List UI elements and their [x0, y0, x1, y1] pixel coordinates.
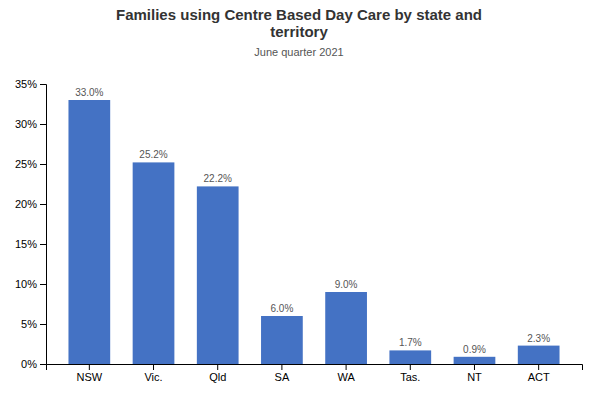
tick-mark	[89, 364, 90, 370]
bar	[133, 162, 175, 364]
subtitle: June quarter 2021	[254, 46, 343, 58]
title: Families using Centre Based Day Care by …	[116, 6, 482, 40]
tick-mark	[40, 324, 46, 325]
tick-mark	[474, 364, 475, 370]
tick: 30%	[15, 118, 46, 130]
tick-label: Tas.	[400, 371, 420, 383]
axis-line	[40, 85, 47, 365]
tick-label: 20%	[15, 198, 37, 210]
data-label: 2.3%	[527, 333, 550, 344]
tick-label: ACT	[528, 371, 550, 383]
data-label: 9.0%	[335, 279, 358, 290]
tick: 10%	[15, 278, 46, 290]
data-label: 6.0%	[271, 303, 294, 314]
tick-label: Vic.	[144, 371, 162, 383]
bar	[197, 186, 239, 364]
data-label: 33.0%	[75, 87, 103, 98]
bar	[518, 346, 560, 364]
data-label: 22.2%	[204, 173, 232, 184]
tick-mark	[217, 364, 218, 370]
tick-label: 30%	[15, 118, 37, 130]
tick-label: 25%	[15, 158, 37, 170]
tick: Tas.	[400, 364, 420, 383]
tick-mark	[346, 364, 347, 370]
tick-label: NT	[467, 371, 482, 383]
tick-mark	[281, 364, 282, 370]
tick: NSW	[76, 364, 102, 383]
tick-mark	[40, 284, 46, 285]
tick-mark	[40, 84, 46, 85]
tick-label: 35%	[15, 78, 37, 90]
tick: NT	[467, 364, 482, 383]
tick: 25%	[15, 158, 46, 170]
tick: 20%	[15, 198, 46, 210]
data-labels: 33.0% 25.2% 22.2% 6.0% 9.0% 1.7% 0.9% 2.3%	[75, 87, 550, 355]
tick: 5%	[21, 318, 46, 330]
title-line: Families using Centre Based Day Care by …	[116, 6, 482, 23]
tick-mark	[410, 364, 411, 370]
tick-label: 5%	[21, 318, 37, 330]
tick-label: 0%	[21, 358, 37, 370]
data-label: 25.2%	[139, 149, 167, 160]
tick: WA	[337, 364, 355, 383]
tick-mark	[40, 124, 46, 125]
tick-label: NSW	[76, 371, 102, 383]
tick: 0%	[21, 358, 46, 370]
bar	[389, 350, 431, 364]
axis-line	[47, 365, 583, 371]
tick-mark	[40, 364, 46, 365]
tick-label: 10%	[15, 278, 37, 290]
bar	[325, 292, 367, 364]
tick: SA	[275, 364, 290, 383]
x-axis: NSW Vic. Qld SA WA Tas. NT ACT	[47, 364, 583, 383]
bar	[68, 100, 110, 364]
tick-mark	[40, 244, 46, 245]
tick-mark	[538, 364, 539, 370]
tick: 35%	[15, 78, 46, 90]
data-label: 0.9%	[463, 344, 486, 355]
tick: Vic.	[144, 364, 162, 383]
bar	[454, 357, 496, 364]
tick: 15%	[15, 238, 46, 250]
tick-mark	[40, 204, 46, 205]
tick-mark	[40, 164, 46, 165]
tick-label: SA	[275, 371, 290, 383]
tick: Qld	[209, 364, 226, 383]
bars	[68, 100, 559, 364]
y-axis: 0% 5% 10% 15% 20% 25% 30% 35%	[15, 78, 47, 370]
title-line: territory	[270, 23, 328, 40]
data-label: 1.7%	[399, 337, 422, 348]
tick-label: WA	[337, 371, 355, 383]
plot: 0% 5% 10% 15% 20% 25% 30% 35% NSW Vic. Qld SA WA Tas.…	[15, 78, 583, 383]
tick-mark	[153, 364, 154, 370]
tick: ACT	[528, 364, 550, 383]
bar	[261, 316, 303, 364]
chart: Families using Centre Based Day Care by …	[0, 0, 598, 394]
tick-label: 15%	[15, 238, 37, 250]
tick-label: Qld	[209, 371, 226, 383]
